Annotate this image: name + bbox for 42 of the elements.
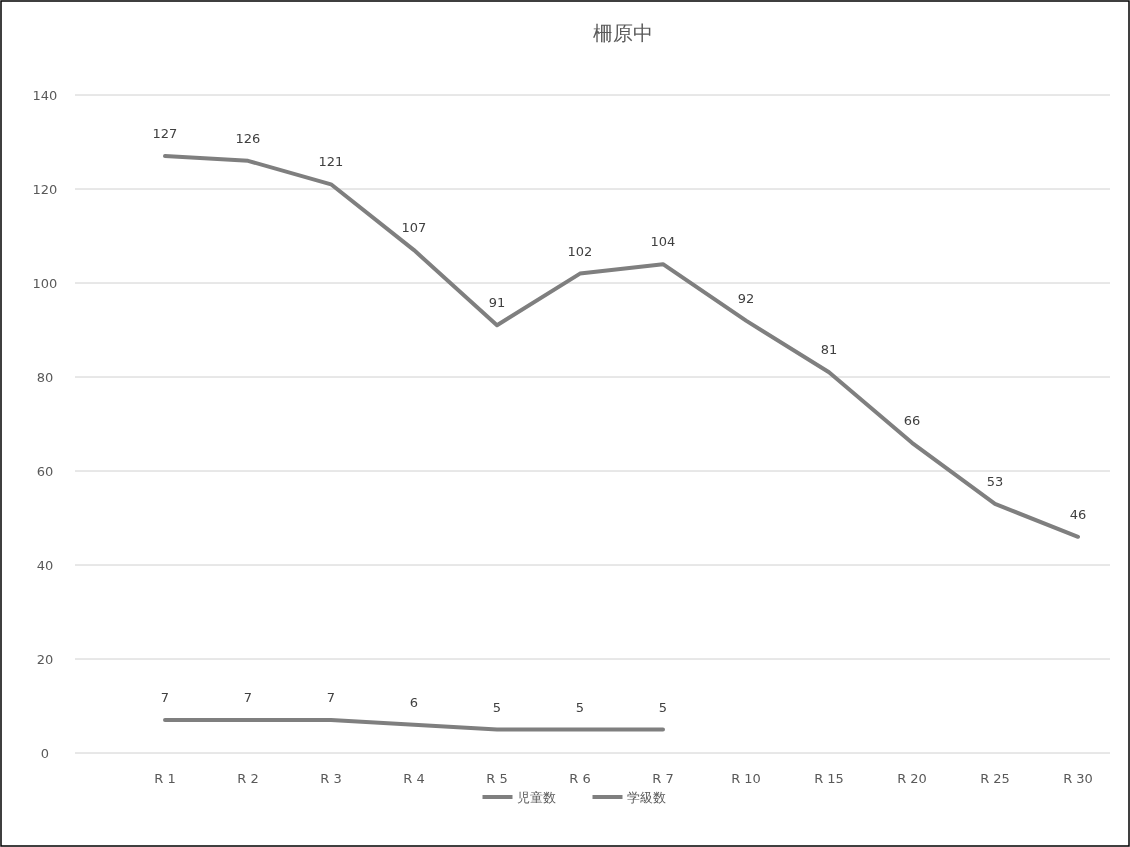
data-label: 81 bbox=[820, 342, 838, 358]
x-tick-label: R 7 bbox=[652, 771, 674, 786]
x-tick-label: R 15 bbox=[814, 771, 844, 786]
data-label: 46 bbox=[1069, 506, 1087, 522]
data-label: 91 bbox=[488, 295, 506, 311]
x-tick-label: R 30 bbox=[1063, 771, 1093, 786]
data-label: 121 bbox=[318, 154, 344, 170]
data-label: 107 bbox=[401, 220, 427, 236]
x-tick-label: R 25 bbox=[980, 771, 1010, 786]
data-label: 92 bbox=[737, 290, 755, 306]
chart-title: 柵原中 bbox=[592, 21, 653, 45]
data-label: 53 bbox=[986, 473, 1004, 489]
data-label: 126 bbox=[235, 130, 261, 146]
legend-label: 児童数 bbox=[516, 790, 556, 805]
x-tick-label: R 2 bbox=[237, 771, 259, 786]
y-tick-label: 60 bbox=[36, 464, 54, 479]
data-label: 5 bbox=[575, 699, 585, 715]
data-label: 102 bbox=[567, 243, 593, 259]
data-label: 7 bbox=[160, 690, 170, 706]
x-tick-label: R 1 bbox=[154, 771, 176, 786]
x-tick-label: R 3 bbox=[320, 771, 342, 786]
data-label: 66 bbox=[903, 412, 921, 428]
x-tick-label: R 6 bbox=[569, 771, 591, 786]
data-label: 127 bbox=[152, 126, 178, 142]
data-label: 7 bbox=[243, 690, 253, 706]
x-tick-label: R 20 bbox=[897, 771, 927, 786]
data-label: 6 bbox=[409, 694, 419, 710]
x-tick-label: R 5 bbox=[486, 771, 508, 786]
y-tick-label: 40 bbox=[36, 558, 54, 573]
y-tick-label: 120 bbox=[32, 182, 58, 197]
y-tick-label: 140 bbox=[32, 88, 58, 103]
data-label: 5 bbox=[658, 699, 668, 715]
x-tick-label: R 10 bbox=[731, 771, 761, 786]
y-tick-label: 100 bbox=[32, 276, 58, 291]
data-label: 104 bbox=[650, 234, 676, 250]
y-tick-label: 80 bbox=[36, 370, 54, 385]
data-label: 7 bbox=[326, 690, 336, 706]
data-label: 5 bbox=[492, 699, 502, 715]
y-tick-label: 0 bbox=[40, 746, 50, 761]
y-tick-label: 20 bbox=[36, 652, 54, 667]
legend-label: 学級数 bbox=[626, 790, 666, 805]
x-tick-label: R 4 bbox=[403, 771, 425, 786]
